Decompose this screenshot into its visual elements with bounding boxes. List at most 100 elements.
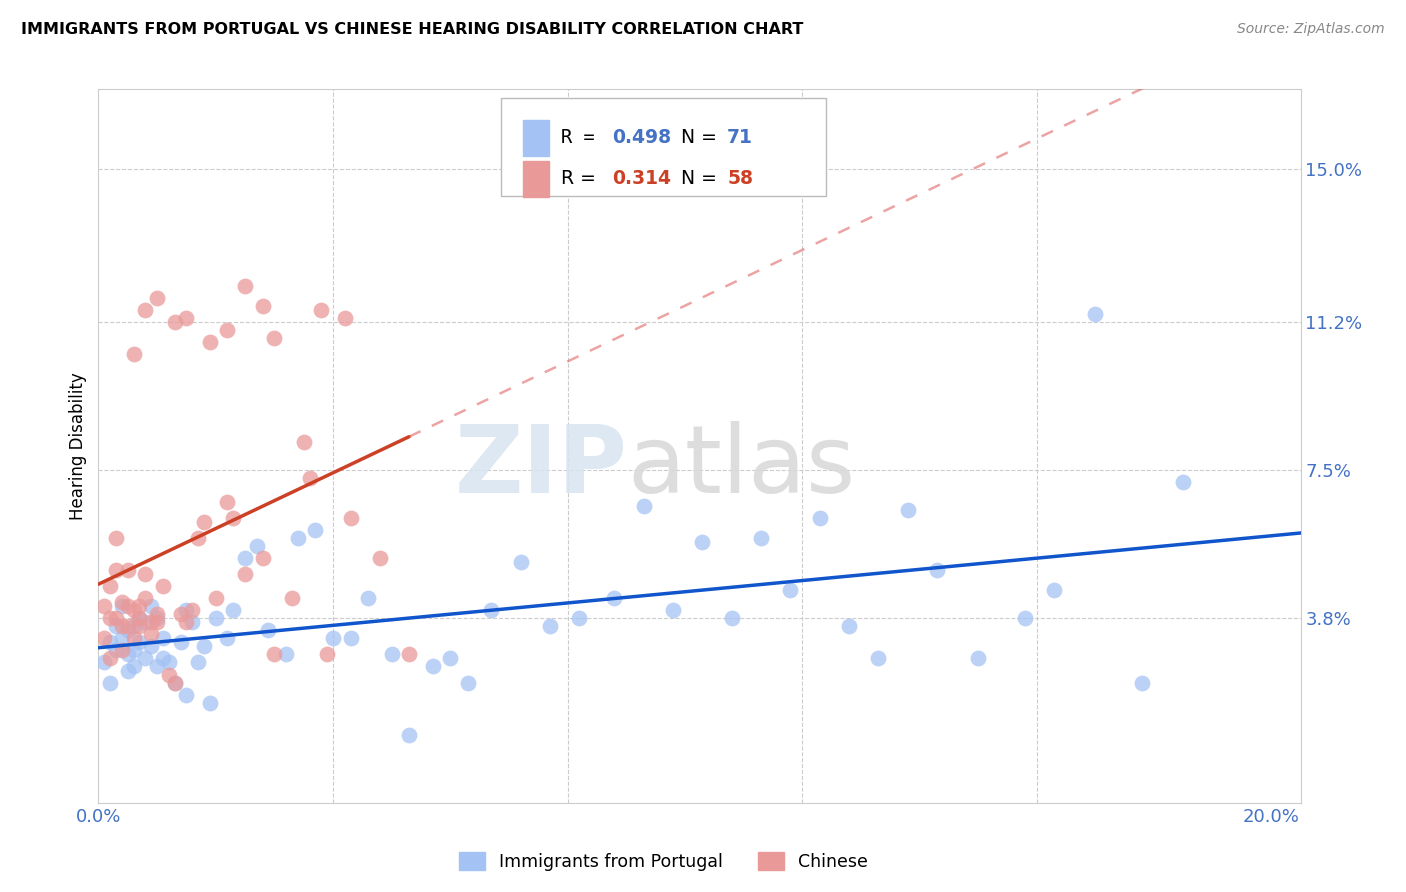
Point bbox=[117, 619, 139, 633]
Point bbox=[146, 615, 169, 630]
Text: 0.498: 0.498 bbox=[612, 128, 671, 147]
FancyBboxPatch shape bbox=[501, 98, 825, 196]
Point bbox=[633, 499, 655, 513]
Point bbox=[720, 611, 742, 625]
Point bbox=[204, 611, 226, 625]
Text: atlas: atlas bbox=[627, 421, 856, 514]
Point bbox=[98, 651, 121, 665]
Point bbox=[134, 591, 156, 606]
Point bbox=[176, 603, 198, 617]
Point bbox=[93, 656, 115, 670]
Point bbox=[322, 632, 344, 646]
Point bbox=[117, 599, 139, 614]
Text: 0.314: 0.314 bbox=[612, 169, 671, 188]
Point bbox=[222, 511, 245, 525]
Point bbox=[281, 591, 304, 606]
Point bbox=[198, 334, 221, 349]
Point bbox=[146, 607, 169, 622]
Point bbox=[98, 635, 121, 649]
Point bbox=[111, 619, 134, 633]
Point bbox=[333, 310, 356, 325]
Point bbox=[1130, 675, 1153, 690]
Point bbox=[222, 603, 245, 617]
Point bbox=[309, 302, 332, 317]
Point bbox=[93, 599, 115, 614]
Point bbox=[117, 648, 139, 662]
Point bbox=[868, 651, 890, 665]
Point bbox=[176, 688, 198, 702]
Point bbox=[603, 591, 626, 606]
Point bbox=[304, 523, 326, 537]
Point bbox=[398, 648, 420, 662]
Point bbox=[169, 607, 191, 622]
Point bbox=[117, 624, 139, 638]
Point bbox=[381, 648, 404, 662]
FancyBboxPatch shape bbox=[523, 161, 550, 197]
Point bbox=[181, 615, 204, 630]
Text: N =: N = bbox=[682, 169, 723, 188]
Point bbox=[111, 595, 134, 609]
Point bbox=[233, 551, 256, 566]
Point bbox=[105, 563, 128, 577]
Point bbox=[439, 651, 461, 665]
Point bbox=[98, 611, 121, 625]
Point bbox=[141, 615, 163, 630]
Text: R =: R = bbox=[561, 169, 602, 188]
Point bbox=[122, 632, 145, 646]
Point bbox=[1173, 475, 1195, 489]
Point bbox=[141, 640, 163, 654]
Text: Source: ZipAtlas.com: Source: ZipAtlas.com bbox=[1237, 22, 1385, 37]
Point bbox=[122, 659, 145, 673]
Point bbox=[368, 551, 391, 566]
Point bbox=[808, 511, 831, 525]
Point bbox=[509, 555, 531, 569]
Point bbox=[152, 632, 174, 646]
Text: N =: N = bbox=[682, 128, 723, 147]
Point bbox=[1014, 611, 1036, 625]
Point bbox=[538, 619, 561, 633]
FancyBboxPatch shape bbox=[523, 120, 550, 156]
Point bbox=[193, 515, 215, 529]
Text: 58: 58 bbox=[727, 169, 754, 188]
Point bbox=[117, 563, 139, 577]
Point bbox=[217, 495, 239, 509]
Point bbox=[146, 659, 169, 673]
Point bbox=[187, 531, 209, 545]
Point bbox=[98, 579, 121, 593]
Point bbox=[967, 651, 990, 665]
Point bbox=[1084, 307, 1107, 321]
Point bbox=[246, 539, 269, 553]
Point bbox=[134, 651, 156, 665]
Point bbox=[749, 531, 772, 545]
Point bbox=[217, 632, 239, 646]
Point bbox=[141, 599, 163, 614]
Point bbox=[187, 656, 209, 670]
Point bbox=[479, 603, 502, 617]
Point bbox=[157, 667, 180, 681]
Point bbox=[128, 611, 150, 625]
Point bbox=[193, 640, 215, 654]
Point bbox=[122, 347, 145, 361]
Point bbox=[134, 615, 156, 630]
Y-axis label: Hearing Disability: Hearing Disability bbox=[69, 372, 87, 520]
Point bbox=[339, 511, 361, 525]
Point bbox=[98, 675, 121, 690]
Point bbox=[263, 648, 285, 662]
Point bbox=[128, 619, 150, 633]
Point bbox=[122, 643, 145, 657]
Point bbox=[105, 619, 128, 633]
Point bbox=[176, 310, 198, 325]
Point bbox=[252, 299, 274, 313]
Point bbox=[169, 635, 191, 649]
Legend: Immigrants from Portugal, Chinese: Immigrants from Portugal, Chinese bbox=[454, 847, 873, 876]
Point bbox=[1043, 583, 1066, 598]
Point bbox=[198, 696, 221, 710]
Point bbox=[128, 611, 150, 625]
Point bbox=[897, 503, 920, 517]
Point bbox=[779, 583, 801, 598]
Point bbox=[128, 599, 150, 614]
Point bbox=[568, 611, 591, 625]
Point bbox=[105, 611, 128, 625]
Point bbox=[176, 615, 198, 630]
Point bbox=[122, 619, 145, 633]
